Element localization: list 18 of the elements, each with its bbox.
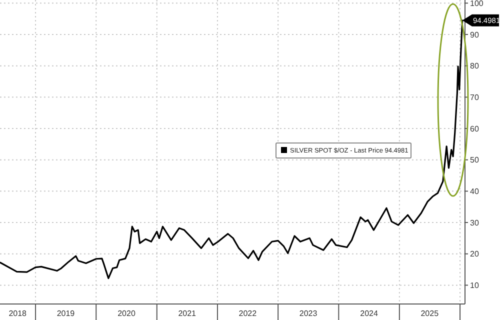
x-tick-label: 2020 <box>118 309 136 318</box>
y-tick-label: 30 <box>470 218 480 228</box>
x-tick-label: 2018 <box>8 309 28 318</box>
y-tick-label: 20 <box>470 250 480 259</box>
y-tick-label: 50 <box>470 156 480 165</box>
y-tick-label: 90 <box>470 30 480 40</box>
x-tick-label: 2022 <box>238 309 258 318</box>
y-tick-label: 100 <box>470 0 484 8</box>
x-tick-label: 2023 <box>299 309 318 318</box>
y-tick-label: 40 <box>470 186 480 196</box>
y-tick-label: 10 <box>470 280 480 290</box>
y-tick-label: 70 <box>470 92 480 102</box>
x-tick-label: 2025 <box>420 309 440 318</box>
y-tick-label: 80 <box>470 62 480 71</box>
y-tick-label: 60 <box>470 124 480 134</box>
x-tick-label: 2024 <box>360 309 378 318</box>
x-tick-label: 2021 <box>178 309 197 318</box>
x-tick-label: 2019 <box>56 309 76 318</box>
